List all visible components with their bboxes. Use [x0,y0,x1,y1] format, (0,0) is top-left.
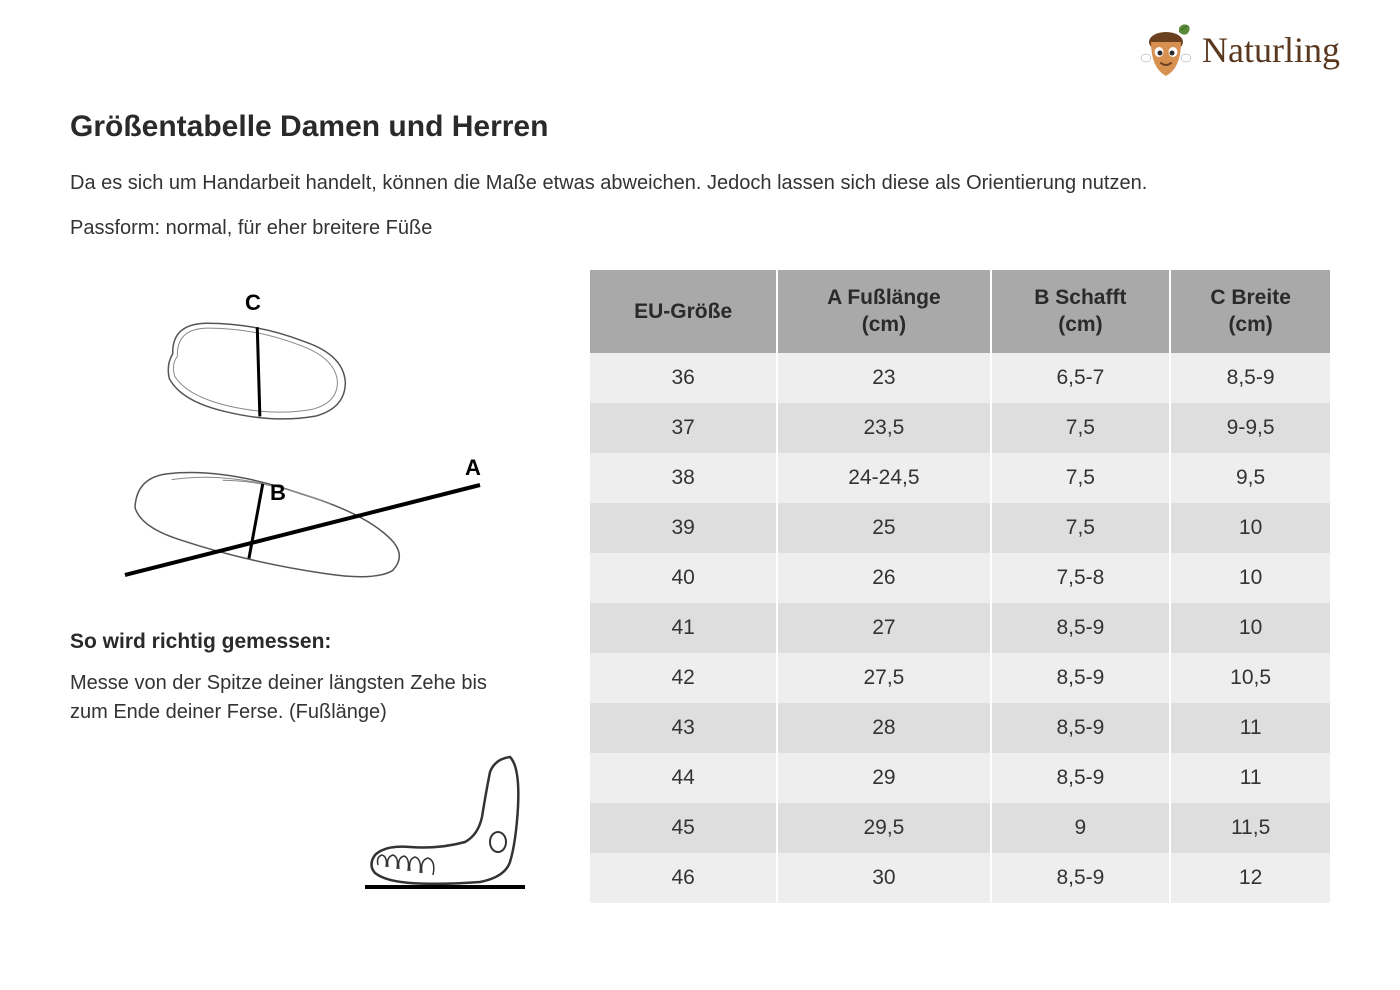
table-cell: 30 [777,853,990,903]
table-cell: 25 [777,503,990,553]
brand-logo: Naturling [1139,20,1340,80]
table-row: 43288,5-911 [590,703,1330,753]
diagram-label-a: A [465,455,481,480]
table-cell: 23,5 [777,403,990,453]
table-cell: 44 [590,753,777,803]
table-row: 46308,5-912 [590,853,1330,903]
table-cell: 40 [590,553,777,603]
table-cell: 7,5 [991,403,1171,453]
table-cell: 46 [590,853,777,903]
measure-title: So wird richtig gemessen: [70,630,550,654]
table-cell: 42 [590,653,777,703]
table-row: 41278,5-910 [590,603,1330,653]
table-cell: 10 [1170,603,1330,653]
shoe-diagram: C B A [70,290,500,580]
table-cell: 8,5-9 [991,753,1171,803]
table-row: 39257,510 [590,503,1330,553]
page-title: Größentabelle Damen und Herren [70,110,1330,144]
table-cell: 24-24,5 [777,453,990,503]
table-cell: 43 [590,703,777,753]
table-cell: 8,5-9 [991,853,1171,903]
intro-text: Da es sich um Handarbeit handelt, können… [70,169,1330,197]
table-row: 36236,5-78,5-9 [590,353,1330,403]
table-cell: 8,5-9 [991,603,1171,653]
table-cell: 9,5 [1170,453,1330,503]
acorn-icon [1139,20,1194,80]
table-cell: 7,5 [991,453,1171,503]
table-cell: 8,5-9 [1170,353,1330,403]
table-cell: 38 [590,453,777,503]
table-header: C Breite(cm) [1170,270,1330,353]
table-header: A Fußlänge(cm) [777,270,990,353]
table-cell: 36 [590,353,777,403]
table-row: 40267,5-810 [590,553,1330,603]
measure-text: Messe von der Spitze deiner längsten Zeh… [70,669,500,727]
table-header: B Schafft(cm) [991,270,1171,353]
table-cell: 9 [991,803,1171,853]
table-cell: 11,5 [1170,803,1330,853]
foot-icon [360,747,530,897]
table-cell: 41 [590,603,777,653]
table-cell: 39 [590,503,777,553]
table-cell: 11 [1170,703,1330,753]
table-cell: 37 [590,403,777,453]
diagram-label-c: C [245,290,261,315]
table-cell: 10 [1170,503,1330,553]
diagram-label-b: B [270,480,286,505]
brand-name: Naturling [1202,29,1340,71]
table-row: 4529,5911,5 [590,803,1330,853]
table-cell: 7,5 [991,503,1171,553]
table-cell: 8,5-9 [991,703,1171,753]
table-cell: 6,5-7 [991,353,1171,403]
table-cell: 27 [777,603,990,653]
table-cell: 9-9,5 [1170,403,1330,453]
table-header: EU-Größe [590,270,777,353]
table-cell: 8,5-9 [991,653,1171,703]
table-cell: 45 [590,803,777,853]
table-cell: 28 [777,703,990,753]
table-cell: 23 [777,353,990,403]
table-cell: 12 [1170,853,1330,903]
table-cell: 29 [777,753,990,803]
table-row: 3723,57,59-9,5 [590,403,1330,453]
table-cell: 7,5-8 [991,553,1171,603]
table-row: 4227,58,5-910,5 [590,653,1330,703]
table-cell: 27,5 [777,653,990,703]
table-row: 3824-24,57,59,5 [590,453,1330,503]
table-cell: 10 [1170,553,1330,603]
table-row: 44298,5-911 [590,753,1330,803]
fit-text: Passform: normal, für eher breitere Füße [70,217,1330,240]
table-cell: 29,5 [777,803,990,853]
size-table: EU-GrößeA Fußlänge(cm)B Schafft(cm)C Bre… [590,270,1330,903]
table-cell: 11 [1170,753,1330,803]
table-cell: 10,5 [1170,653,1330,703]
table-cell: 26 [777,553,990,603]
